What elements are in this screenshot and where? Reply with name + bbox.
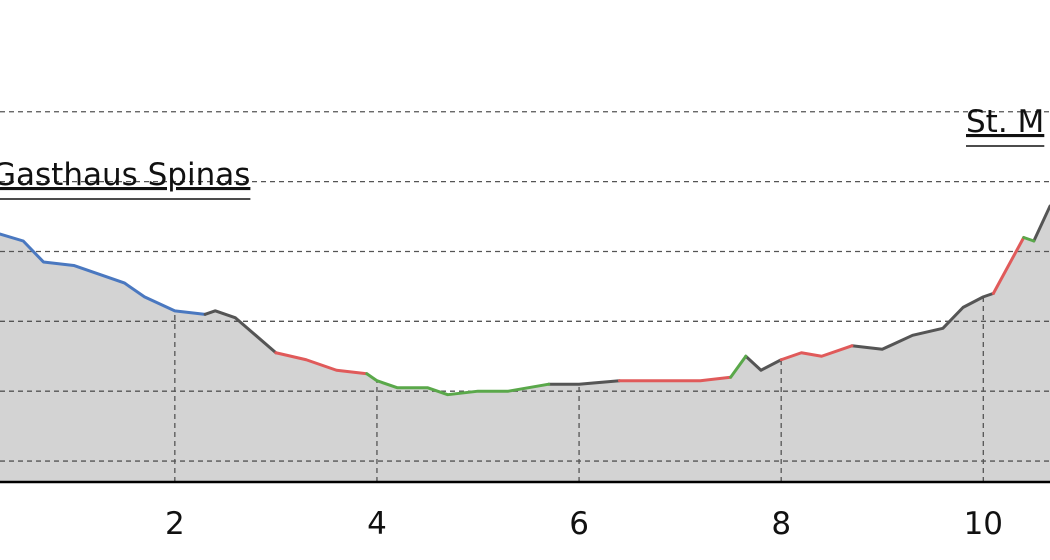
x-tick-label: 2: [165, 506, 185, 542]
elevation-line: [365, 236, 1036, 397]
x-tick-label: 6: [569, 506, 589, 542]
place-label: St. M: [966, 104, 1044, 140]
elevation-line: [203, 204, 1050, 386]
elevation-line: [0, 232, 207, 316]
elevation-area: [0, 206, 1050, 483]
x-tick-label: 10: [964, 506, 1003, 542]
place-label: Gasthaus Spinas: [0, 157, 250, 193]
x-tick-label: 8: [771, 506, 791, 542]
plot: 2 4 6 8 10 Gasthaus Spinas St. M: [0, 104, 1050, 542]
elevation-line: [274, 236, 1026, 383]
x-tick-label: 4: [367, 506, 387, 542]
